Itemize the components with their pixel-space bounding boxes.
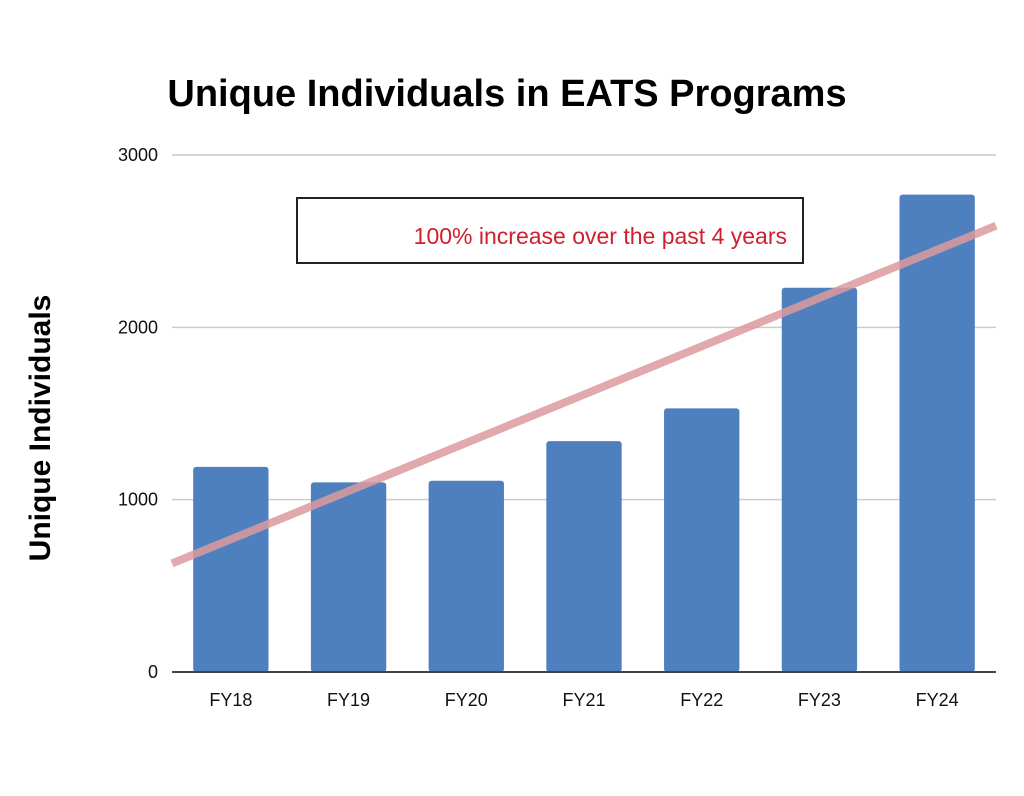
x-tick-label: FY20 — [445, 690, 488, 710]
bar-FY23 — [781, 287, 858, 672]
annotation-frame — [296, 197, 804, 264]
bar-FY19 — [310, 482, 387, 672]
y-tick-label: 3000 — [118, 145, 158, 165]
y-axis-label: Unique Individuals — [24, 295, 57, 562]
bar-FY21 — [546, 441, 622, 672]
trendline — [170, 221, 998, 568]
bar-FY20 — [428, 480, 504, 672]
x-tick-label: FY24 — [916, 690, 959, 710]
x-tick-label: FY22 — [680, 690, 723, 710]
x-axis-ticks: FY18 FY19 FY20 FY21 FY22 FY23 FY24 — [209, 690, 958, 710]
bar-FY22 — [664, 408, 740, 672]
annotation-box: 100% increase over the past 4 years — [296, 197, 804, 264]
y-tick-label: 0 — [148, 662, 158, 682]
bars — [193, 194, 975, 673]
y-axis-ticks: 0 1000 2000 3000 — [118, 145, 158, 682]
y-tick-label: 2000 — [118, 317, 158, 337]
x-tick-label: FY23 — [798, 690, 841, 710]
bar-FY18 — [193, 466, 269, 672]
y-tick-label: 1000 — [118, 490, 158, 510]
x-tick-label: FY19 — [327, 690, 370, 710]
annotation-text: 100% increase over the past 4 years — [414, 223, 787, 249]
chart-title: Unique Individuals in EATS Programs — [167, 73, 846, 115]
x-tick-label: FY21 — [562, 690, 605, 710]
x-tick-label: FY18 — [209, 690, 252, 710]
bar-FY24 — [899, 194, 975, 673]
